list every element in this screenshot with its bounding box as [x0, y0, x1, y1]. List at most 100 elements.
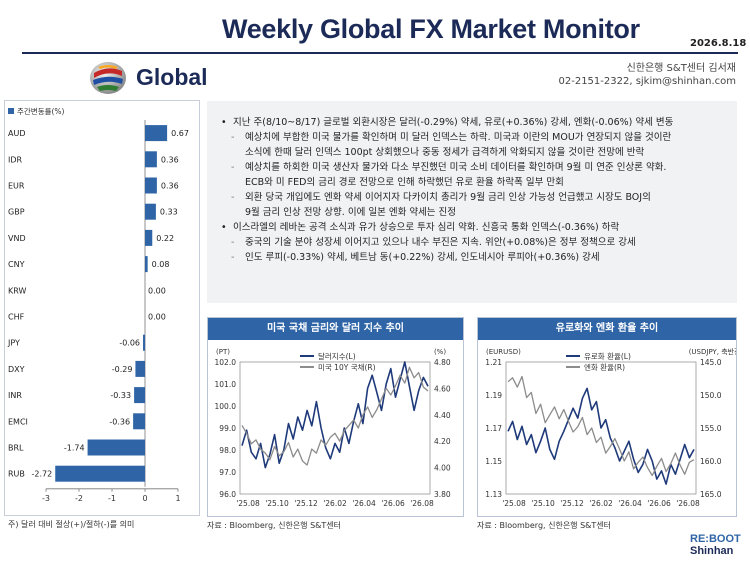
- euro-yen-line-chart: (EURUSD) (USDJPY, 축반전) 1.21 1.19 1.17 1.15 1.1…: [485, 347, 736, 508]
- category-label: AUD: [8, 129, 26, 138]
- left-tick-label: 99.0: [219, 424, 236, 433]
- us-rate-dollar-panel: 미국 국채 금리와 달러 지수 추이 (PT) (%) 102.0 101.0 100.…: [207, 317, 464, 517]
- author-contact: 02-2151-2322, sjkim@shinhan.com: [558, 76, 737, 87]
- x-tick-label: '25.12: [294, 499, 318, 508]
- x-tick-label: '25.08: [502, 499, 526, 508]
- x-tick-label: '25.12: [560, 499, 584, 508]
- value-label: -0.29: [112, 365, 133, 374]
- series-line: [241, 361, 429, 469]
- plot-frame: [239, 361, 431, 495]
- category-label: CNY: [8, 260, 25, 269]
- right-axis-unit: (%): [434, 348, 446, 356]
- series-line: [507, 375, 695, 477]
- summary-line: - 외환 당국 개입에도 엔화 약세 이어지자 다카이치 총리가 9월 금리 인상…: [221, 190, 727, 205]
- left-tick-label: 97.0: [219, 468, 236, 477]
- weekly-change-bar-chart: 주간변동률(%) AUD 0.67 IDR 0.36 EUR 0.36 GBP 0.33 VND 0…: [4, 100, 200, 516]
- x-tick-label: -2: [75, 494, 83, 503]
- header-divider: [22, 52, 738, 54]
- bar: [145, 203, 156, 220]
- x-tick-label: '26.06: [647, 499, 671, 508]
- us-rate-dollar-line-chart: (PT) (%) 102.0 101.0 100.0 99.0 98.0 97.0 96.0 4.…: [215, 348, 451, 508]
- summary-text: 인도 루피(-0.33%) 약세, 베트남 동(+0.22%) 강세, 인도네시…: [245, 252, 600, 263]
- right-tick-label: 4.20: [434, 437, 451, 446]
- summary-line: - 인도 루피(-0.33%) 약세, 베트남 동(+0.22%) 강세, 인도네…: [221, 250, 727, 265]
- value-label: -1.74: [64, 444, 85, 453]
- left-axis-unit: (PT): [216, 348, 230, 356]
- value-label: 0.36: [161, 155, 179, 164]
- bullet-marker: •: [221, 117, 227, 128]
- bar: [145, 177, 157, 194]
- report-date: 2026.8.18: [690, 38, 747, 49]
- left-tick-label: 96.0: [219, 490, 236, 499]
- x-tick-label: '25.10: [531, 499, 555, 508]
- panel-title-left: 미국 국채 금리와 달러 지수 추이: [208, 318, 463, 340]
- report-title: Weekly Global FX Market Monitor: [222, 14, 640, 44]
- right-tick-label: 155.0: [700, 424, 722, 433]
- left-tick-label: 101.0: [215, 380, 237, 389]
- summary-text: 이스라엘의 레바논 공격 소식과 유가 상승으로 투자 심리 약화. 신흥국 통…: [233, 222, 620, 233]
- value-label: -2.72: [32, 470, 53, 479]
- category-label: IDR: [8, 155, 23, 164]
- x-tick-label: '26.08: [676, 499, 700, 508]
- category-label: EUR: [8, 182, 25, 191]
- category-label: CHF: [8, 313, 25, 322]
- summary-text: 예상치를 하회한 미국 생산자 물가와 다소 부진했던 미국 소비 데이터를 확…: [245, 162, 667, 173]
- right-tick-label: 3.80: [434, 490, 451, 499]
- left-tick-label: 1.15: [485, 457, 502, 466]
- value-label: 0.67: [171, 129, 189, 138]
- value-label: -0.33: [110, 391, 131, 400]
- right-tick-label: 4.40: [434, 411, 451, 420]
- panel-title-right: 유로화와 엔화 환율 추이: [478, 318, 736, 340]
- value-label: -0.36: [109, 417, 130, 426]
- left-tick-label: 100.0: [215, 402, 237, 411]
- summary-line: - 예상치에 부합한 미국 물가를 확인하며 미 달러 인덱스는 하락. 미국과 …: [221, 130, 727, 145]
- euro-yen-panel: 유로화와 엔화 환율 추이 (EURUSD) (USDJPY, 축반전) 1.21 1…: [477, 317, 737, 517]
- category-label: DXY: [8, 365, 25, 374]
- x-tick-label: '26.04: [352, 499, 376, 508]
- legend-label: 엔화 환율(R): [584, 362, 625, 372]
- dash-marker: -: [231, 132, 235, 143]
- shinhan-logo: RE:BOOT Shinhan: [690, 533, 741, 557]
- dash-marker: -: [231, 252, 235, 263]
- bar: [145, 256, 148, 273]
- summary-text: ECB와 미 FED의 금리 경로 전망으로 인해 하락했던 유로 환율 하락폭…: [245, 177, 564, 188]
- dash-marker: -: [231, 237, 235, 248]
- bar: [145, 229, 153, 246]
- legend-label: 미국 10Y 국채(R): [318, 362, 376, 372]
- category-label: INR: [8, 391, 22, 400]
- summary-line: • 이스라엘의 레바논 공격 소식과 유가 상승으로 투자 심리 약화. 신흥국 …: [221, 220, 727, 235]
- right-tick-label: 165.0: [700, 490, 722, 499]
- summary-text: 예상치에 부합한 미국 물가를 확인하며 미 달러 인덱스는 하락. 미국과 이…: [245, 132, 672, 143]
- left-tick-label: 1.13: [485, 490, 502, 499]
- bar-chart-note: 주) 달러 대비 절상(+)/절하(-)를 의미: [8, 520, 135, 529]
- category-label: RUB: [8, 470, 25, 479]
- summary-text: 외환 당국 개입에도 엔화 약세 이어지자 다카이치 총리가 9월 금리 인상 …: [245, 192, 651, 203]
- summary-text: 소식에 한때 달러 인덱스 100pt 상회했으나 중동 정세가 급격하게 악화…: [245, 147, 645, 158]
- logo-line-1: RE:BOOT: [690, 533, 741, 545]
- right-tick-label: 4.00: [434, 464, 451, 473]
- right-tick-label: 4.60: [434, 384, 451, 393]
- plot-frame: [505, 361, 697, 495]
- bullet-marker: •: [221, 222, 227, 233]
- category-label: JPY: [7, 339, 20, 348]
- legend-label: 주간변동률(%): [17, 106, 65, 116]
- x-tick-label: -3: [42, 494, 50, 503]
- left-tick-label: 1.19: [485, 391, 502, 400]
- bar: [87, 439, 145, 456]
- value-label: 0.33: [160, 208, 178, 217]
- x-tick-label: '26.02: [323, 499, 347, 508]
- category-label: KRW: [8, 286, 26, 295]
- right-tick-label: 145.0: [700, 358, 722, 367]
- summary-text: 중국의 기술 분야 성장세 이어지고 있으나 내수 부진은 지속. 위안(+0.…: [245, 237, 636, 248]
- left-tick-label: 98.0: [219, 446, 236, 455]
- bar: [134, 387, 145, 404]
- source-right: 자료 : Bloomberg, 신한은행 S&T센터: [477, 521, 612, 530]
- category-label: EMCI: [8, 417, 28, 426]
- x-tick-label: 1: [175, 494, 180, 503]
- bar: [133, 413, 145, 430]
- category-label: VND: [8, 234, 26, 243]
- category-label: BRL: [8, 444, 24, 453]
- summary-line: - 예상치를 하회한 미국 생산자 물가와 다소 부진했던 미국 소비 데이터를 …: [221, 160, 727, 175]
- left-axis-unit: (EURUSD): [486, 348, 521, 356]
- category-label: GBP: [8, 208, 25, 217]
